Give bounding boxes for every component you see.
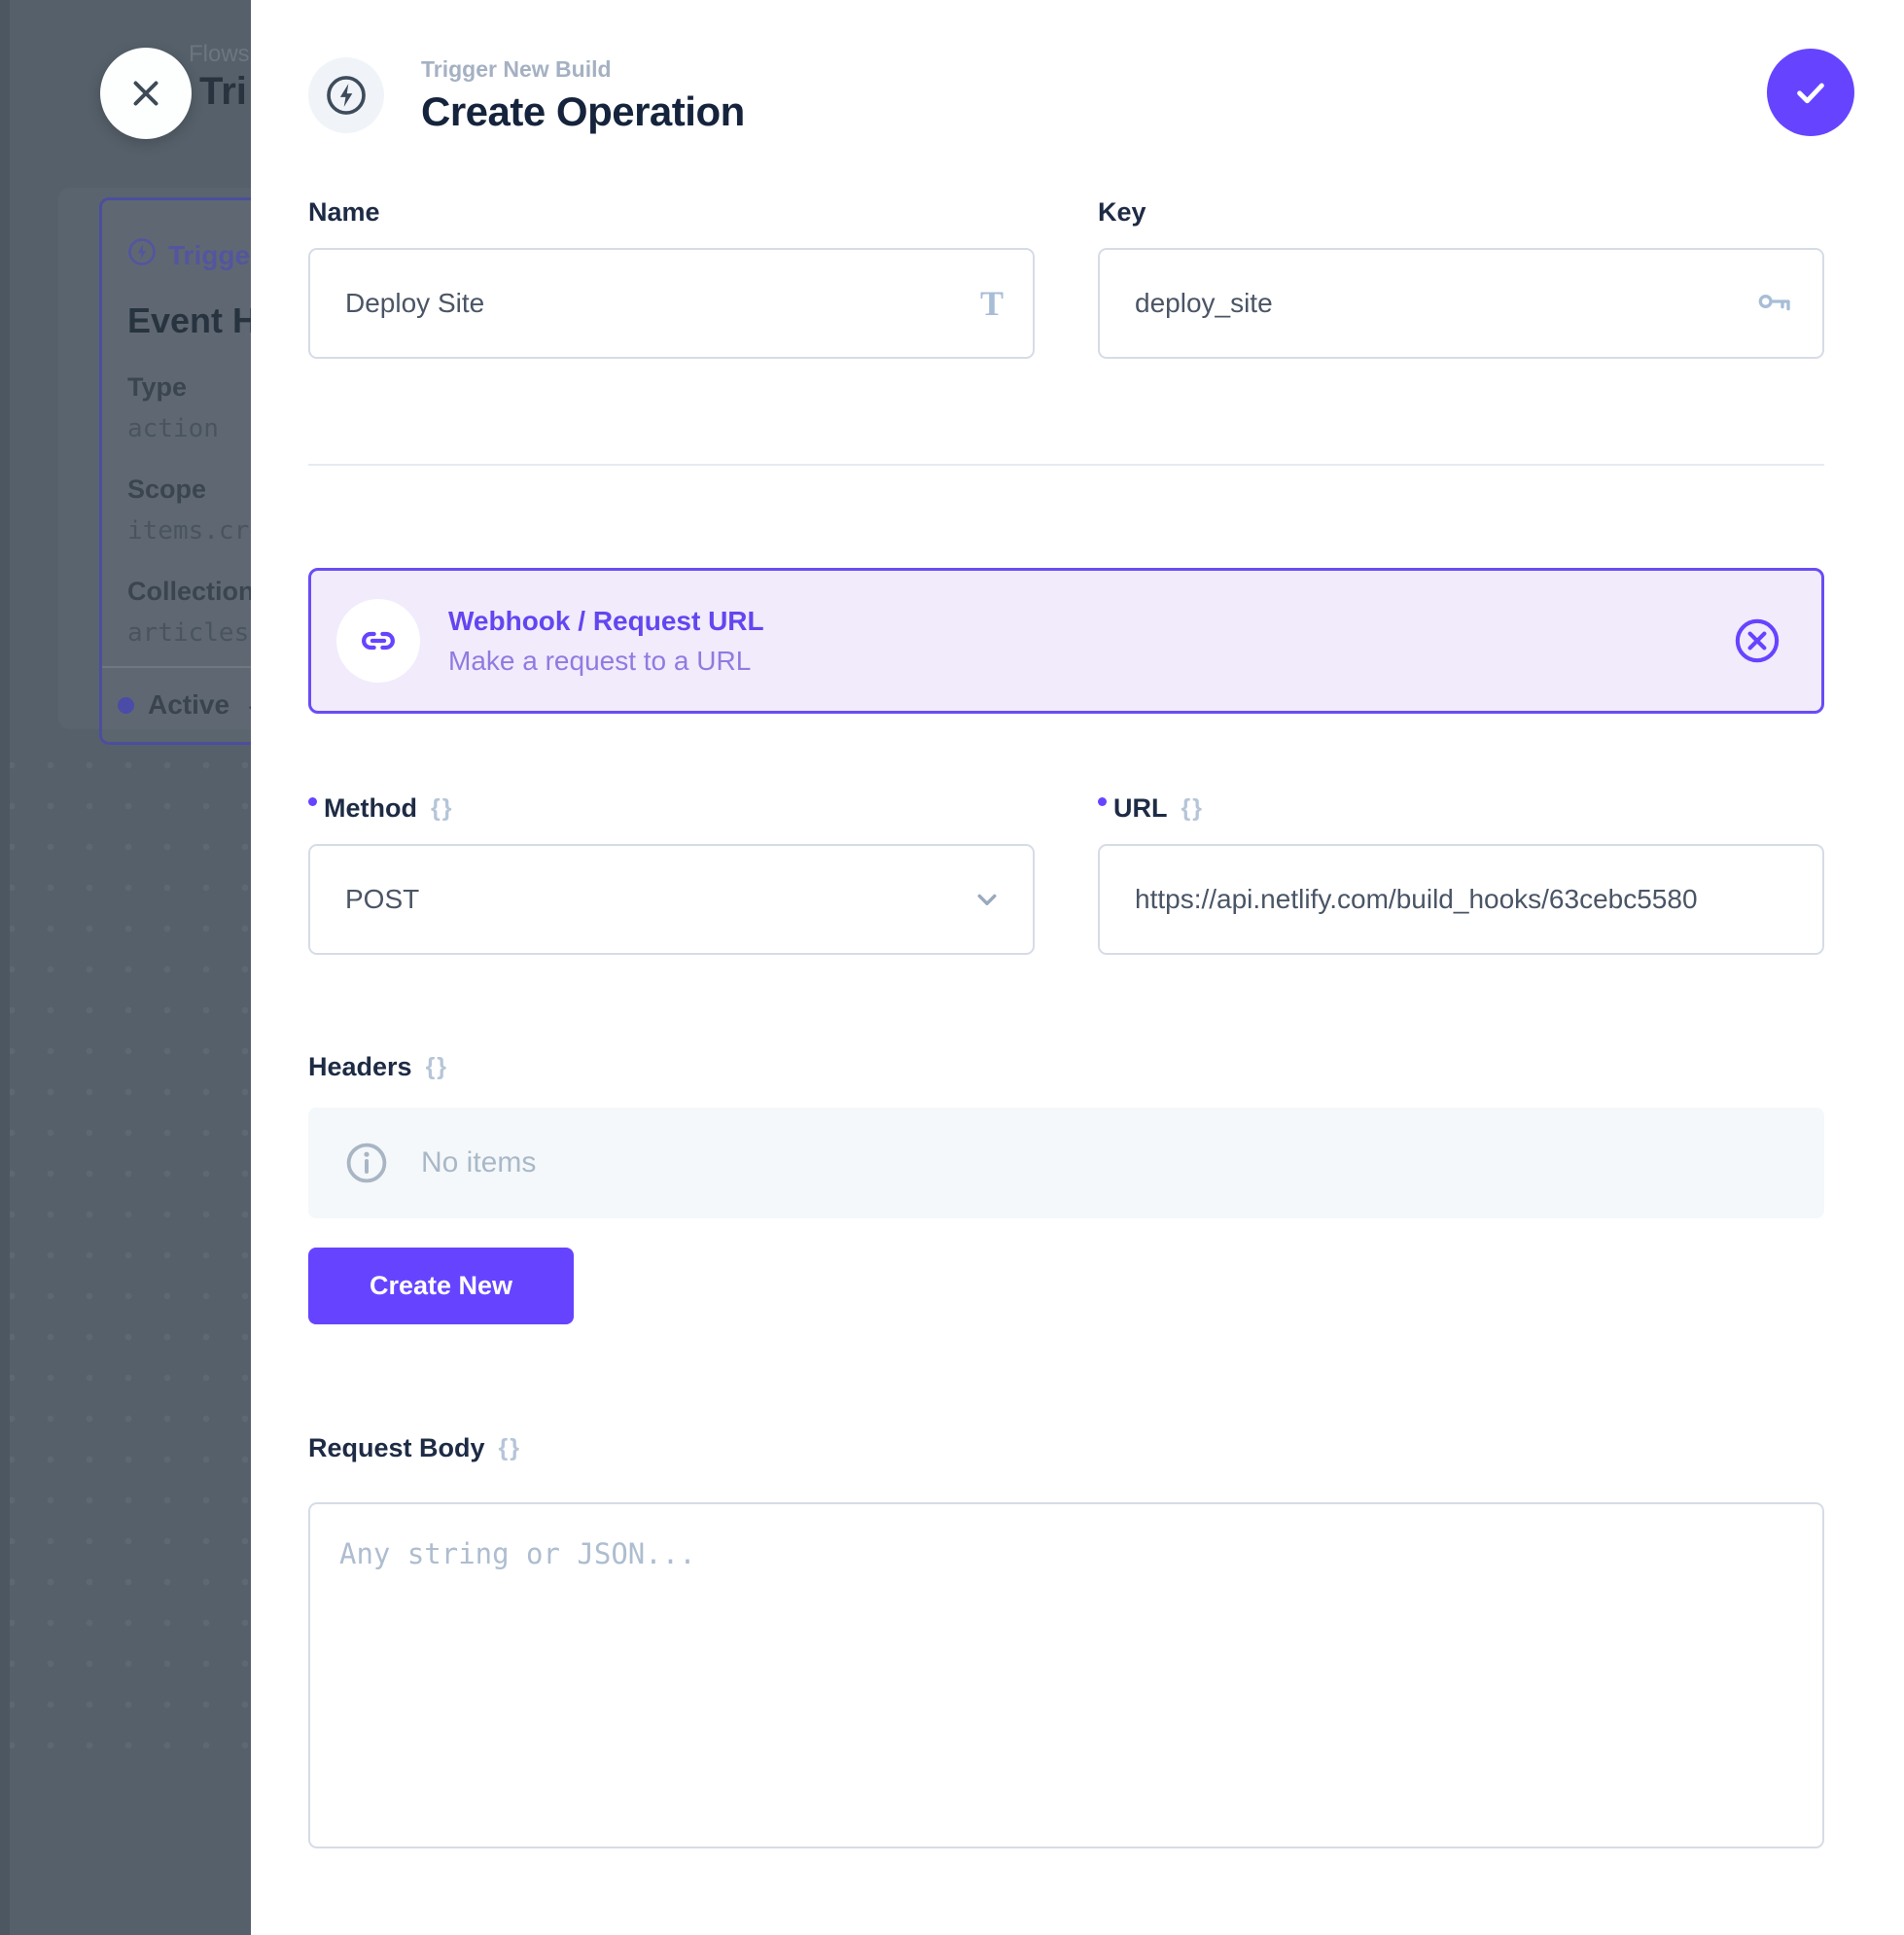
required-dot-icon [308,797,317,806]
required-dot-icon [1098,797,1107,806]
save-operation-button[interactable] [1767,49,1854,136]
trigger-panel-title: Event H [127,300,259,340]
operation-icon-badge [308,57,384,133]
headers-empty-text: No items [421,1146,537,1179]
trigger-field-value: action [127,414,219,443]
status-dot-icon [118,696,134,714]
headers-section: Headers {} No items Create New [308,1050,1824,1324]
key-label: Key [1098,197,1146,227]
raw-value-icon[interactable]: {} [1181,794,1204,822]
close-drawer-button[interactable] [100,48,192,139]
request-body-label: Request Body {} [308,1433,521,1462]
info-icon [346,1143,387,1183]
section-divider [308,464,1824,466]
trigger-panel-kind: Trigger [168,239,261,270]
title-formatter-icon[interactable]: T [979,284,1004,323]
method-selected-value: POST [345,884,420,914]
name-input-shell: T [308,248,1035,359]
canvas-left-edge [0,0,10,1935]
status-label: Active [148,689,230,720]
raw-value-icon[interactable]: {} [430,794,454,822]
check-icon [1797,83,1824,104]
method-select[interactable]: POST [308,844,1035,955]
flow-name-kicker: Trigger New Build [421,55,612,82]
drawer-title: Create Operation [421,88,745,134]
url-field-group: URL {} [1098,792,1824,955]
breadcrumb[interactable]: Flows [189,41,250,67]
name-label: Name [308,197,380,227]
flow-page-title: Tri [199,70,247,113]
close-icon [133,81,159,106]
key-field-group: Key [1098,195,1824,359]
request-body-textarea[interactable] [308,1502,1824,1848]
method-field-group: Method {} POST [308,792,1035,955]
name-field-group: Name T [308,195,1035,359]
create-header-button[interactable]: Create New [308,1248,574,1324]
key-input[interactable] [1135,288,1737,319]
trigger-field-value: items.cre [127,516,264,545]
trigger-field-value: articles [127,618,250,648]
url-input[interactable] [1135,884,1793,915]
trigger-field-label: Type [127,372,188,402]
name-input[interactable] [345,288,963,319]
raw-value-icon[interactable]: {} [425,1053,449,1080]
canvas-dot-grid [10,735,251,1764]
deselect-type-icon[interactable] [1732,616,1782,666]
bolt-circle-icon [327,76,366,115]
url-label: URL {} [1098,792,1824,825]
key-icon [1754,282,1793,326]
chevron-down-icon [977,894,997,905]
trigger-field-label: Scope [127,475,207,504]
link-icon [362,631,395,651]
headers-label: Headers {} [308,1052,449,1081]
banner-icon-badge [336,599,420,683]
headers-empty-panel: No items [308,1108,1824,1218]
url-input-shell [1098,844,1824,955]
key-input-shell [1098,248,1824,359]
banner-title: Webhook / Request URL [448,605,764,636]
operation-type-banner[interactable]: Webhook / Request URL Make a request to … [308,568,1824,714]
bolt-circle-icon [127,237,157,273]
method-label: Method {} [308,792,1035,825]
create-operation-drawer: Trigger New Build Create Operation Name … [251,0,1904,1935]
request-body-section: Request Body {} [308,1431,1824,1853]
banner-subtitle: Make a request to a URL [448,645,752,676]
raw-value-icon[interactable]: {} [498,1434,521,1461]
flows-canvas-overlay: Flows Tri Trigger Event H Type action Sc… [0,0,420,1935]
drawer-header: Trigger New Build Create Operation [308,48,1854,143]
trigger-field-label: Collections [127,577,269,606]
